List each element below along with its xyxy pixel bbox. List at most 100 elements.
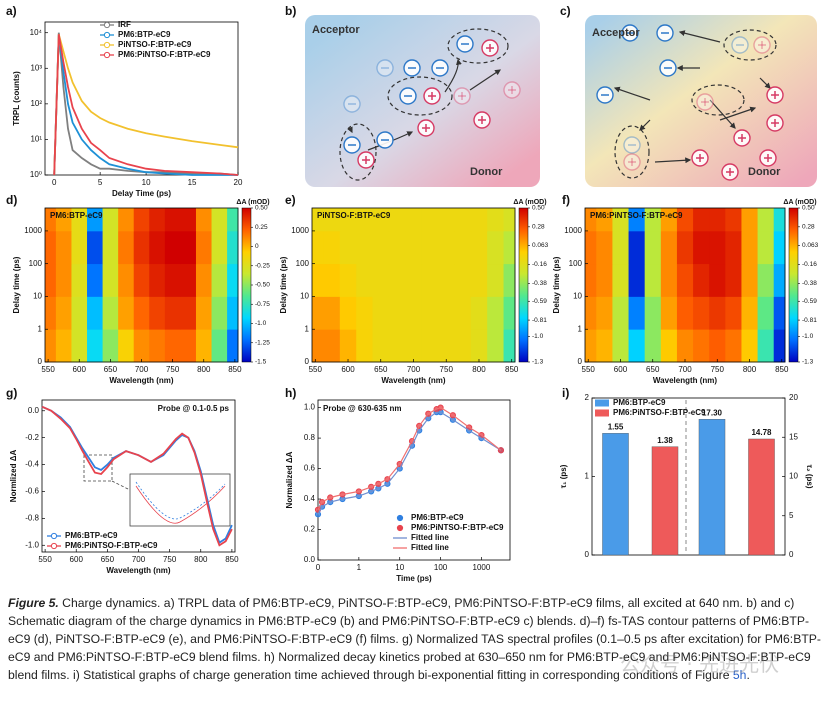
heat-cell bbox=[372, 208, 390, 232]
heat-cell bbox=[741, 296, 758, 330]
x-tick-label: 0 bbox=[52, 178, 57, 187]
bar bbox=[602, 433, 629, 556]
heat-cell bbox=[45, 263, 57, 297]
legend-marker bbox=[50, 542, 58, 550]
heat-cell bbox=[211, 329, 228, 363]
x-tick-label: 700 bbox=[678, 365, 692, 374]
heat-cell bbox=[356, 263, 373, 297]
heat-cell bbox=[487, 296, 504, 330]
y-tick-label: 10¹ bbox=[30, 135, 42, 144]
panel-label: h) bbox=[285, 386, 296, 400]
colorbar-label: -1.5 bbox=[255, 359, 267, 366]
heat-cell bbox=[312, 263, 324, 297]
heat-cell bbox=[709, 329, 726, 363]
heat-cell bbox=[676, 230, 694, 265]
panel-label: i) bbox=[562, 386, 569, 400]
colorbar-label: 0.50 bbox=[255, 205, 268, 212]
heat-cell bbox=[693, 230, 710, 265]
legend-marker bbox=[396, 524, 404, 532]
heat-cell bbox=[118, 296, 135, 330]
caption-end: . bbox=[746, 668, 750, 682]
heat-cell bbox=[388, 208, 406, 232]
heat-cell bbox=[312, 208, 324, 232]
legend-marker bbox=[103, 31, 111, 39]
heat-cell bbox=[596, 329, 613, 363]
colorbar-label: -0.16 bbox=[802, 261, 817, 268]
y2-tick-label: 20 bbox=[789, 393, 798, 402]
heat-cell bbox=[149, 329, 166, 363]
data-line bbox=[317, 411, 502, 515]
colorbar-label: 0.28 bbox=[802, 224, 815, 231]
y-tick-label: 1 bbox=[578, 324, 583, 333]
heat-cell bbox=[195, 263, 212, 297]
heat-cell bbox=[503, 296, 516, 330]
heat-cell bbox=[405, 329, 423, 363]
heat-cell bbox=[211, 208, 228, 232]
heat-cell bbox=[725, 230, 742, 265]
x-axis-label: Wavelength (nm) bbox=[106, 566, 170, 575]
x-tick-label: 10 bbox=[395, 563, 404, 572]
heat-cell bbox=[660, 263, 678, 297]
inset bbox=[83, 454, 231, 527]
heat-cell bbox=[487, 329, 504, 363]
heat-cell bbox=[87, 296, 103, 330]
annotation: Probe @ 0.1-0.5 ps bbox=[158, 404, 230, 413]
x-tick-label: 550 bbox=[38, 555, 52, 564]
heat-cell bbox=[741, 230, 758, 265]
heat-cell bbox=[356, 329, 373, 363]
heat-cell bbox=[45, 296, 57, 330]
legend-label: PM6:PiNTSO-F:BTP-eC9 bbox=[613, 408, 706, 417]
heat-cell bbox=[660, 296, 678, 330]
heat-cell bbox=[644, 263, 662, 297]
heat-cell bbox=[149, 208, 166, 232]
y-tick-label: 0.6 bbox=[304, 464, 316, 473]
x-tick-label: 850 bbox=[775, 365, 789, 374]
panel-label: f) bbox=[562, 193, 570, 207]
colorbar-label: 0 bbox=[255, 243, 259, 250]
heat-cell bbox=[503, 208, 516, 232]
y-tick-label: 1 bbox=[585, 472, 590, 481]
heat-cell bbox=[195, 296, 212, 330]
heat-cell bbox=[644, 208, 662, 232]
heat-cell bbox=[503, 329, 516, 363]
colorbar-label: 0.063 bbox=[532, 242, 549, 249]
heat-cell bbox=[118, 208, 135, 232]
heat-cell bbox=[164, 329, 181, 363]
dashed-ellipses bbox=[339, 28, 777, 181]
legend-marker bbox=[396, 514, 404, 522]
heat-cell bbox=[164, 296, 181, 330]
y-axis-label: τ₁ (ps) bbox=[559, 464, 568, 488]
y-axis-label: Normalized ΔA bbox=[285, 451, 294, 508]
colorbar-label: -0.38 bbox=[532, 280, 547, 287]
colorbar-label: -0.25 bbox=[255, 262, 270, 269]
value-label: 1.55 bbox=[608, 422, 624, 431]
x-tick-label: 750 bbox=[711, 365, 725, 374]
legend-label: PM6:BTP-eC9 bbox=[65, 531, 118, 540]
caption-link[interactable]: 5h bbox=[732, 668, 747, 682]
colorbar-label: -1.0 bbox=[532, 333, 544, 340]
heat-cell bbox=[454, 230, 472, 265]
y-tick-label: 10⁰ bbox=[30, 170, 42, 179]
legend-swatch bbox=[595, 399, 609, 407]
y-tick-label: 100 bbox=[296, 259, 310, 268]
heat-cell bbox=[773, 263, 786, 297]
heat-cell bbox=[693, 296, 710, 330]
heat-cell bbox=[421, 230, 439, 265]
legend-marker bbox=[50, 532, 58, 540]
heat-cell bbox=[227, 263, 239, 297]
donor-icon bbox=[623, 153, 641, 171]
colorbar-label: -1.0 bbox=[255, 320, 267, 327]
heat-cell bbox=[102, 230, 119, 265]
x-tick-label: 600 bbox=[341, 365, 355, 374]
x-tick-label: 15 bbox=[188, 178, 197, 187]
x-tick-label: 800 bbox=[743, 365, 757, 374]
heat-cell bbox=[312, 296, 324, 330]
heat-cell bbox=[180, 230, 197, 265]
heat-cell bbox=[55, 230, 72, 265]
colorbar-label: 0.28 bbox=[532, 224, 545, 231]
heat-cell bbox=[612, 208, 629, 232]
y-tick-label: -0.2 bbox=[25, 433, 39, 442]
heat-cell bbox=[454, 296, 472, 330]
plot-frame bbox=[317, 399, 511, 561]
